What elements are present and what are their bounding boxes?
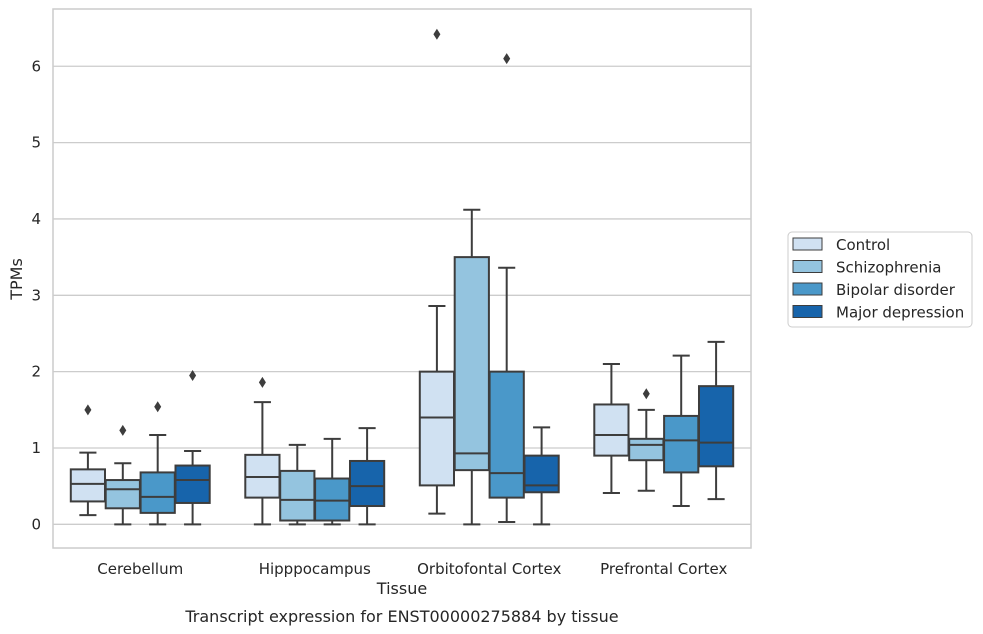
box-iqr [314,477,351,522]
x-tick-label: Cerebellum [97,560,183,578]
y-tick-label: 1 [31,439,41,457]
outlier-point [642,388,650,400]
boxes [69,28,735,526]
box-1-3 [628,388,665,492]
box-0-1 [244,376,281,526]
legend-label: Major depression [836,304,964,322]
legend-label: Schizophrenia [836,259,941,277]
outlier-point [258,376,266,388]
legend-item: Bipolar disorder [792,281,956,299]
box-iqr [593,403,630,457]
box-2-0 [139,401,176,526]
y-tick-label: 2 [31,363,41,381]
box-0-2 [418,28,456,515]
grid-lines [53,65,751,525]
box-iqr [348,459,386,508]
box-1-1 [279,443,316,526]
legend-swatch [792,237,823,251]
box-3-3 [697,340,735,501]
box-iqr [174,464,211,504]
x-tick-label: Orbitofontal Cortex [417,560,561,578]
legend-label: Control [836,236,890,254]
box-2-3 [663,354,700,508]
outlier-point [189,369,197,381]
y-tick-label: 5 [31,134,41,152]
box-3-0 [174,369,211,526]
legend-swatch [792,305,823,318]
outlier-point [119,424,127,436]
legend-item: Major depression [792,304,964,322]
y-axis-title: TPMs [7,258,26,301]
legend: Control Schizophrenia Bipolar disorder Majo… [787,231,973,328]
x-tick-labels: Cerebellum Hipppocampus Orbitofontal Corte… [97,560,727,578]
box-3-1 [348,427,386,526]
outlier-point [84,404,92,416]
legend-frame [787,231,973,328]
box-iqr [104,479,141,510]
box-iqr [453,256,490,472]
box-iqr [663,414,700,474]
box-iqr [697,385,735,468]
box-1-0 [104,424,141,526]
legend-swatch [792,282,823,296]
legend-item: Control [792,236,890,254]
box-iqr [628,437,665,462]
box-iqr [488,370,525,499]
box-0-3 [593,363,630,495]
box-iqr [418,370,456,487]
box-2-1 [314,437,351,526]
y-tick-label: 0 [31,515,41,533]
outlier-point [503,53,511,65]
box-iqr [139,471,176,514]
box-3-2 [523,426,560,526]
outlier-point [433,28,441,40]
legend-swatch [792,260,823,273]
plot-frame [52,8,752,549]
box-1-2 [453,208,490,526]
y-tick-label: 6 [31,57,41,75]
box-2-2 [488,53,525,524]
x-tick-label: Hipppocampus [259,560,371,578]
chart-caption: Transcript expression for ENST0000027588… [184,607,618,626]
y-tick-labels: 0 1 2 3 4 5 6 [31,57,41,533]
box-iqr [279,469,316,522]
outlier-point [154,401,162,413]
x-tick-label: Prefrontal Cortex [600,560,727,578]
legend-item: Schizophrenia [792,259,941,277]
box-0-0 [69,404,107,517]
box-iqr [523,454,560,494]
legend-label: Bipolar disorder [836,281,956,299]
y-tick-label: 3 [31,286,41,304]
x-axis-title: Tissue [376,579,427,598]
y-tick-label: 4 [31,210,41,228]
box-iqr [69,468,107,503]
